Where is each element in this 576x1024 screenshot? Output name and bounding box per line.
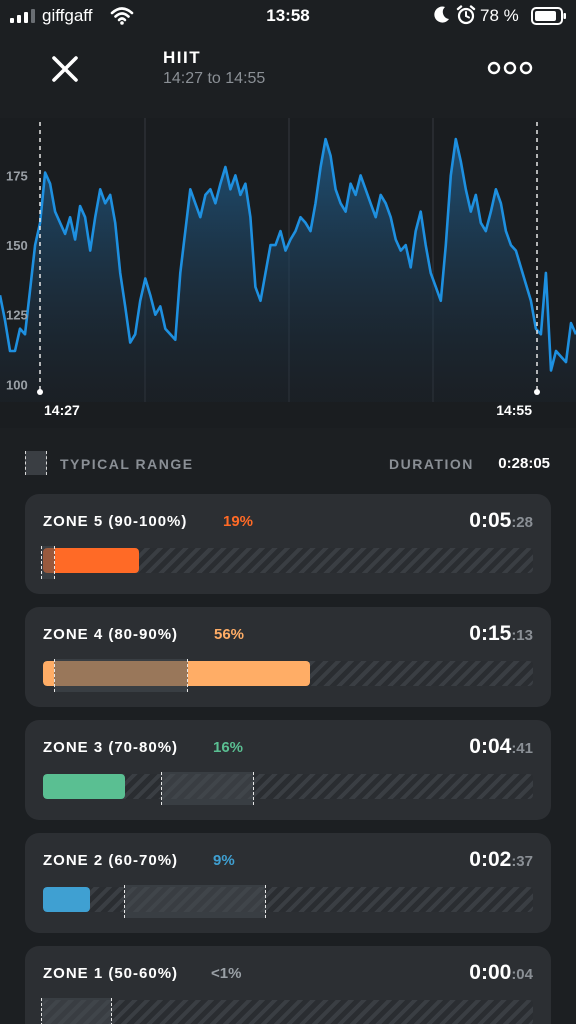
zone-percent: 56% [214, 626, 245, 643]
zone-duration: 0:00:04 [469, 961, 533, 985]
zone-name: ZONE 4 (80-90%) [43, 626, 179, 643]
zone-duration-main: 0:02 [469, 848, 512, 871]
signal-icon [10, 9, 35, 23]
zone-track [43, 548, 533, 573]
more-options-button[interactable] [484, 56, 536, 80]
range-markers [37, 122, 540, 395]
zone-fill-bar [43, 774, 126, 799]
alarm-icon [456, 5, 476, 25]
typical-range-marker [41, 998, 113, 1024]
zone-name: ZONE 5 (90-100%) [43, 513, 188, 530]
status-bar: giffgaff 13:58 78 % [0, 0, 576, 34]
zone-name: ZONE 2 (60-70%) [43, 852, 179, 869]
zone-duration-main: 0:05 [469, 509, 512, 532]
y-tick-label: 150 [6, 238, 28, 253]
typical-range-swatch [25, 451, 47, 475]
legend-row: TYPICAL RANGE DURATION 0:28:05 [0, 448, 576, 480]
wifi-icon [110, 7, 134, 25]
status-time: 13:58 [266, 6, 310, 25]
zone-duration: 0:02:37 [469, 848, 533, 872]
typical-range-overlay [41, 546, 533, 579]
zone-percent: <1% [211, 965, 242, 982]
battery-percent: 78 % [480, 6, 519, 25]
y-tick-label: 175 [6, 168, 28, 183]
close-button[interactable] [46, 50, 84, 88]
zone-name: ZONE 3 (70-80%) [43, 739, 179, 756]
typical-range-marker [123, 885, 266, 918]
zone-duration-seconds: :04 [511, 966, 533, 983]
heart-rate-line [0, 137, 576, 372]
zone-duration-seconds: :37 [511, 853, 533, 870]
range-marker-dot [37, 389, 43, 395]
zone-percent: 16% [213, 739, 244, 756]
x-tick-label: 14:27 [44, 402, 80, 418]
zone-percent: 9% [213, 852, 235, 869]
zone-duration-main: 0:00 [469, 961, 512, 984]
zone-card[interactable]: ZONE 4 (80-90%) 56% 0:15:13 [25, 607, 551, 707]
carrier-name: giffgaff [42, 6, 93, 25]
zone-duration: 0:05:28 [469, 509, 533, 533]
y-tick-label: 100 [6, 377, 28, 392]
zone-fill-bar [43, 887, 90, 912]
zone-duration-seconds: :13 [511, 627, 533, 644]
zone-duration: 0:04:41 [469, 735, 533, 759]
workout-title: HIIT [163, 48, 202, 67]
typical-range-overlay [43, 885, 533, 918]
typical-range-overlay [43, 659, 533, 692]
range-marker-dot [534, 389, 540, 395]
zone-card[interactable]: ZONE 1 (50-60%) <1% 0:00:04 [25, 946, 551, 1024]
heart-rate-chart: 100 125 150 175 14:27 14:55 [0, 118, 576, 428]
zone-fill-bar [43, 548, 139, 573]
zone-duration-main: 0:15 [469, 622, 512, 645]
typical-range-label: TYPICAL RANGE [60, 456, 194, 472]
zone-name: ZONE 1 (50-60%) [43, 965, 179, 982]
zone-duration-seconds: :41 [511, 740, 533, 757]
workout-header: HIIT 14:27 to 14:55 [0, 34, 576, 118]
typical-range-marker [53, 659, 188, 692]
zone-card[interactable]: ZONE 2 (60-70%) 9% 0:02:37 [25, 833, 551, 933]
more-dots-icon [487, 61, 533, 75]
duration-label: DURATION [389, 456, 474, 472]
zone-duration: 0:15:13 [469, 622, 533, 646]
close-icon [52, 56, 78, 82]
zone-card[interactable]: ZONE 3 (70-80%) 16% 0:04:41 [25, 720, 551, 820]
y-tick-label: 125 [6, 308, 28, 323]
x-axis-labels: 14:27 14:55 [44, 402, 532, 418]
duration-value: 0:28:05 [498, 455, 550, 472]
y-axis-labels: 100 125 150 175 [6, 168, 28, 392]
typical-range-overlay [43, 772, 533, 805]
workout-time-range: 14:27 to 14:55 [163, 70, 266, 87]
moon-icon [434, 6, 449, 23]
chart-area [0, 137, 576, 402]
heart-rate-area [0, 139, 576, 402]
typical-range-marker [41, 546, 55, 579]
zone-card[interactable]: ZONE 5 (90-100%) 19% 0:05:28 [25, 494, 551, 594]
zone-percent: 19% [223, 513, 254, 530]
x-tick-label: 14:55 [496, 402, 532, 418]
zone-track [43, 774, 533, 799]
zone-duration-main: 0:04 [469, 735, 512, 758]
battery-icon [531, 7, 566, 25]
zone-track [43, 1000, 533, 1024]
typical-range-marker [160, 772, 254, 805]
zone-duration-seconds: :28 [511, 514, 533, 531]
typical-range-overlay [41, 998, 533, 1024]
